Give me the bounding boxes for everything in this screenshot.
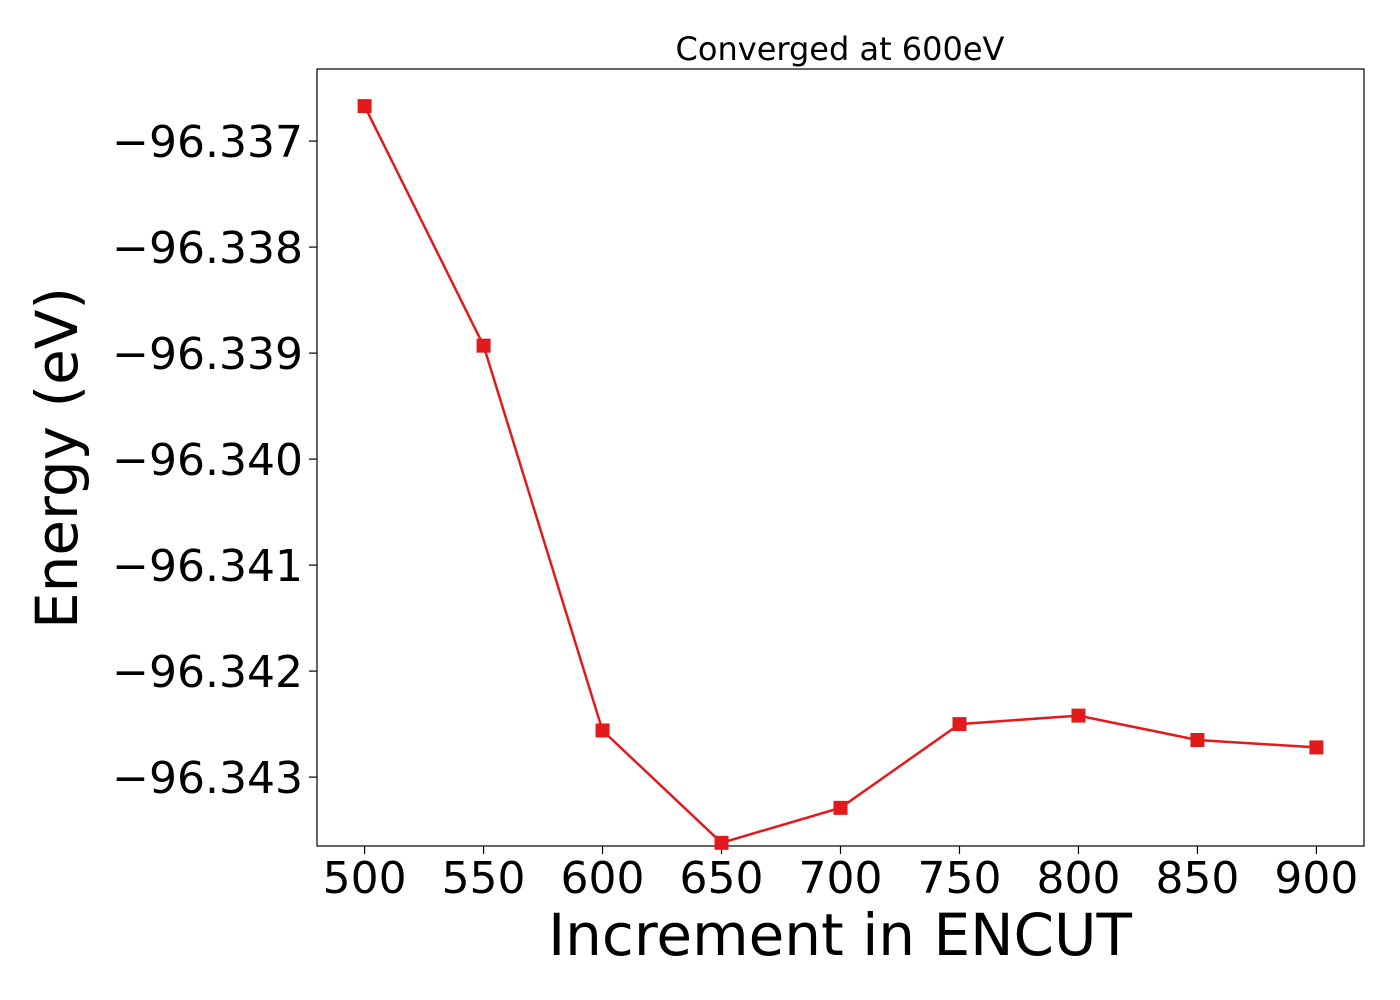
y-tick-label: −96.343 <box>112 753 303 804</box>
x-tick-label: 900 <box>1274 853 1358 904</box>
data-point <box>1190 732 1205 747</box>
data-point <box>833 800 848 815</box>
y-tick-label: −96.337 <box>112 117 303 168</box>
x-axis-title: Increment in ENCUT <box>548 901 1132 969</box>
y-tick-label: −96.341 <box>112 541 303 592</box>
plot-frame <box>316 68 1365 847</box>
data-point <box>595 723 610 738</box>
x-tick-label: 850 <box>1155 853 1239 904</box>
data-point <box>1309 740 1324 755</box>
y-tick-label: −96.342 <box>112 647 303 698</box>
data-point <box>357 99 372 114</box>
data-point <box>476 338 491 353</box>
y-tick-label: −96.338 <box>112 223 303 274</box>
data-point <box>1071 708 1086 723</box>
plot-area: 500 550 600 650 700 750 800 850 900 −96.337 −96.33… <box>112 68 1365 904</box>
x-tick-label: 600 <box>561 853 645 904</box>
x-tick-label: 550 <box>442 853 526 904</box>
y-tick-label: −96.340 <box>112 435 303 486</box>
data-point <box>714 835 729 850</box>
chart-title: Converged at 600eV <box>676 30 1005 68</box>
y-axis-title: Energy (eV) <box>23 287 91 629</box>
series-line <box>363 105 1317 845</box>
data-point <box>952 717 967 732</box>
x-tick-label: 650 <box>680 853 764 904</box>
x-tick-label: 500 <box>323 853 407 904</box>
x-tick-label: 800 <box>1036 853 1120 904</box>
x-tick-label: 750 <box>917 853 1001 904</box>
y-tick-label: −96.339 <box>112 329 303 380</box>
x-tick-label: 700 <box>799 853 883 904</box>
